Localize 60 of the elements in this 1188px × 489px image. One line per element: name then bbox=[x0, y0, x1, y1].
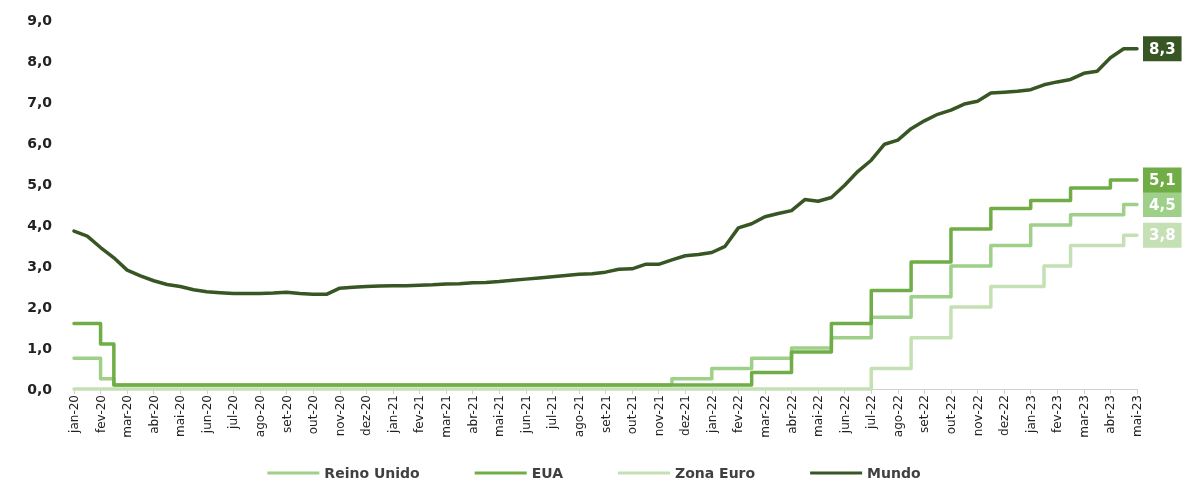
x-tick-label: dez-22 bbox=[997, 395, 1012, 436]
x-tick-label: dez-20 bbox=[359, 395, 374, 436]
x-tick-label: fev-21 bbox=[412, 395, 427, 433]
x-tick-label: jun-20 bbox=[199, 395, 214, 435]
x-tick-label: jul-20 bbox=[226, 395, 241, 430]
x-tick-label: fev-23 bbox=[1050, 395, 1065, 433]
line-series bbox=[72, 46, 1139, 297]
y-tick-label: 2,0 bbox=[27, 299, 53, 315]
y-tick-label: 3,0 bbox=[27, 258, 53, 274]
x-tick-label: jan-22 bbox=[704, 395, 719, 434]
x-tick-label: jul-22 bbox=[864, 395, 879, 430]
x-tick-label: out-20 bbox=[306, 395, 321, 435]
x-tick-label: set-20 bbox=[279, 395, 294, 433]
y-tick-label: 1,0 bbox=[27, 340, 53, 356]
x-tick-label: ago-20 bbox=[253, 395, 268, 438]
x-tick-label: mar-23 bbox=[1076, 395, 1091, 438]
x-tick-label: mai-20 bbox=[173, 395, 188, 437]
y-tick-label: 8,0 bbox=[27, 53, 53, 69]
x-tick-label: nov-20 bbox=[332, 395, 347, 437]
x-tick-label: mar-21 bbox=[439, 395, 454, 438]
x-tick-label: set-22 bbox=[917, 395, 932, 433]
legend-label: Zona Euro bbox=[675, 465, 756, 481]
x-tick-label: mar-20 bbox=[120, 395, 135, 438]
data-label: 8,3 bbox=[1149, 39, 1176, 58]
x-tick-label: nov-21 bbox=[651, 395, 666, 437]
x-tick-label: nov-22 bbox=[970, 395, 985, 437]
x-tick-label: jun-21 bbox=[518, 395, 533, 435]
legend-label: EUA bbox=[531, 465, 564, 481]
x-tick-label: ago-22 bbox=[890, 395, 905, 438]
y-tick-label: 0,0 bbox=[27, 381, 53, 397]
y-tick-label: 7,0 bbox=[27, 94, 53, 110]
x-tick-label: jul-21 bbox=[545, 395, 560, 430]
x-tick-label: ago-21 bbox=[571, 395, 586, 438]
x-tick-label: jan-21 bbox=[385, 395, 400, 434]
x-tick-label: jun-22 bbox=[837, 395, 852, 435]
x-tick-label: abr-23 bbox=[1103, 395, 1118, 434]
x-tick-label: fev-22 bbox=[731, 395, 746, 433]
y-tick-label: 6,0 bbox=[27, 135, 53, 151]
x-tick-label: mar-22 bbox=[757, 395, 772, 438]
x-tick-label: out-21 bbox=[625, 395, 640, 435]
data-label: 5,1 bbox=[1149, 170, 1176, 189]
y-tick-label: 4,0 bbox=[27, 217, 53, 233]
x-tick-label: mai-23 bbox=[1130, 395, 1144, 437]
y-tick-label: 9,0 bbox=[27, 12, 53, 28]
legend-label: Reino Unido bbox=[324, 465, 421, 481]
x-tick-label: jan-20 bbox=[67, 395, 81, 434]
x-tick-label: fev-20 bbox=[93, 395, 108, 433]
x-tick-label: abr-20 bbox=[146, 395, 161, 434]
legend-label: Mundo bbox=[867, 465, 922, 481]
x-tick-label: dez-21 bbox=[678, 395, 693, 436]
x-tick-label: abr-22 bbox=[784, 395, 799, 434]
x-tick-label: set-21 bbox=[598, 395, 613, 433]
y-tick-label: 5,0 bbox=[27, 176, 53, 192]
x-tick-label: mai-22 bbox=[811, 395, 826, 437]
x-tick-label: jan-23 bbox=[1023, 395, 1038, 434]
data-label: 3,8 bbox=[1149, 226, 1176, 245]
x-tick-label: mai-21 bbox=[492, 395, 507, 437]
x-tick-label: abr-21 bbox=[465, 395, 480, 434]
data-label: 4,5 bbox=[1149, 195, 1176, 214]
x-tick-label: out-22 bbox=[943, 395, 958, 435]
